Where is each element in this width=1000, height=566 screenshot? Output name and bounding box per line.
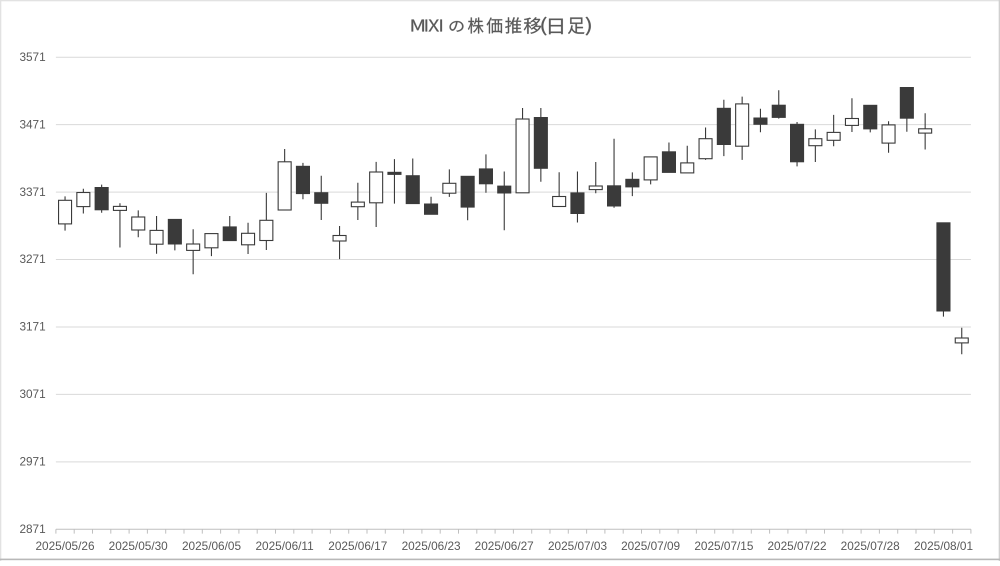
svg-text:3071: 3071 — [19, 387, 45, 401]
svg-text:2025/06/17: 2025/06/17 — [328, 539, 387, 553]
svg-text:3271: 3271 — [19, 252, 45, 266]
svg-text:3471: 3471 — [19, 117, 45, 131]
svg-text:2871: 2871 — [19, 522, 45, 536]
svg-text:2025/06/11: 2025/06/11 — [256, 539, 314, 553]
svg-text:3371: 3371 — [19, 185, 45, 199]
svg-text:2025/07/28: 2025/07/28 — [841, 539, 900, 553]
svg-text:2025/05/26: 2025/05/26 — [35, 539, 94, 553]
svg-text:2025/07/09: 2025/07/09 — [621, 539, 680, 553]
svg-text:2025/07/22: 2025/07/22 — [767, 539, 826, 553]
svg-text:2025/06/05: 2025/06/05 — [182, 539, 241, 553]
svg-text:2025/08/01: 2025/08/01 — [914, 539, 973, 553]
svg-text:3171: 3171 — [19, 320, 45, 334]
svg-text:2025/05/30: 2025/05/30 — [109, 539, 168, 553]
svg-text:2025/06/27: 2025/06/27 — [475, 539, 534, 553]
svg-text:2971: 2971 — [19, 455, 45, 469]
svg-text:2025/06/23: 2025/06/23 — [402, 539, 461, 553]
svg-text:2025/07/03: 2025/07/03 — [548, 539, 607, 553]
svg-text:3571: 3571 — [19, 50, 45, 64]
svg-text:2025/07/15: 2025/07/15 — [694, 539, 753, 553]
